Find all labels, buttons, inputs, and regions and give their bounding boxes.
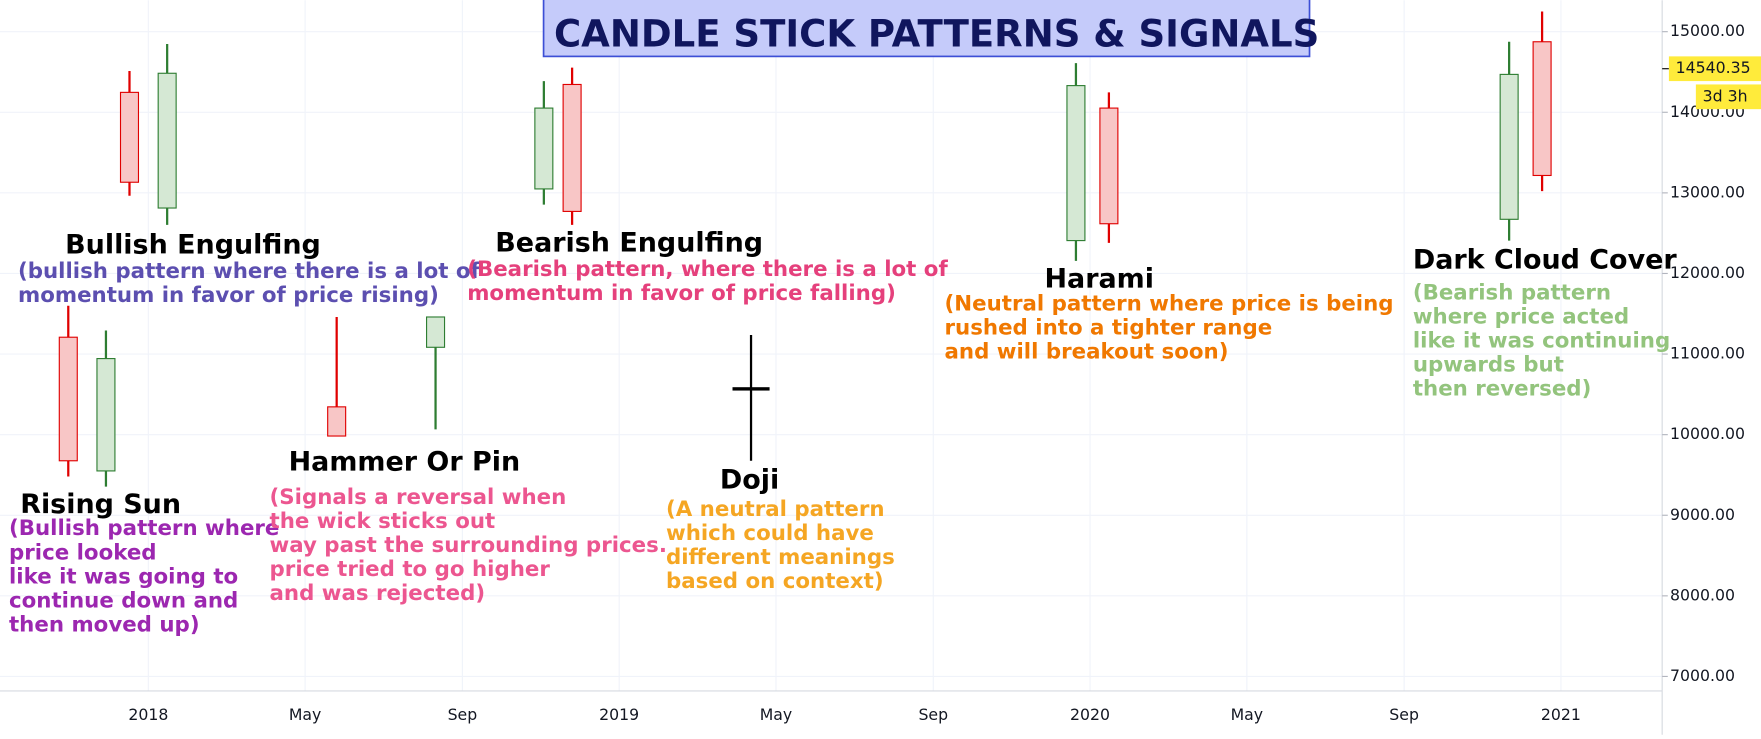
pattern-description: (Bearish pattern, where there is a lot o… (467, 257, 948, 282)
pattern-description: (Neutral pattern where price is being (945, 292, 1394, 317)
pattern-description: which could have (666, 521, 874, 546)
x-tick-label: 2019 (599, 705, 639, 724)
x-tick-label: Sep (448, 705, 478, 724)
pattern-description: (Bearish pattern (1413, 280, 1611, 305)
candle-body (96, 358, 116, 472)
y-tick-label: 12000.00 (1670, 263, 1745, 282)
x-tick-label: May (289, 705, 322, 724)
pattern-description: (A neutral pattern (666, 497, 885, 522)
pattern-title: Dark Cloud Cover (1413, 244, 1678, 275)
pattern-description: momentum in favor of price rising) (18, 283, 439, 308)
x-tick-label: May (760, 705, 793, 724)
candle-body (1499, 73, 1519, 220)
x-tick-label: 2018 (128, 705, 168, 724)
candle-body (1066, 85, 1086, 242)
countdown-label: 3d 3h (1703, 86, 1748, 105)
pattern-title: Harami (1044, 263, 1154, 294)
y-tick-label: 7000.00 (1670, 666, 1735, 685)
x-tick-label: Sep (918, 705, 948, 724)
y-tick-label: 10000.00 (1670, 424, 1745, 443)
pattern-description: way past the surrounding prices. (270, 533, 667, 558)
y-tick-label: 13000.00 (1670, 182, 1745, 201)
grid (0, 0, 1663, 691)
candle-body (1099, 107, 1119, 225)
candle-body (562, 83, 582, 212)
y-tick-label: 11000.00 (1670, 344, 1745, 363)
pattern-description: different meanings (666, 545, 895, 570)
pattern-description: and will breakout soon) (945, 340, 1229, 365)
pattern-description: price tried to go higher (270, 557, 551, 582)
x-tick-label: Sep (1389, 705, 1419, 724)
pattern-title: Doji (720, 464, 779, 495)
pattern-description: (bullish pattern where there is a lot of (18, 259, 481, 284)
x-tick-label: May (1231, 705, 1264, 724)
countdown-tag (1695, 84, 1761, 110)
title-box (542, 0, 1311, 58)
pattern-description: the wick sticks out (270, 509, 496, 534)
pattern-description: like it was going to (9, 564, 238, 589)
y-tick-label: 15000.00 (1670, 21, 1745, 40)
candle-body (732, 387, 770, 391)
candle-body (1532, 41, 1552, 177)
candle-body (327, 406, 347, 437)
pattern-description: (Bullish pattern where (9, 516, 279, 541)
pattern-title: Hammer Or Pin (289, 446, 521, 477)
pattern-description: momentum in favor of price falling) (467, 281, 896, 306)
pattern-description: then reversed) (1413, 377, 1592, 402)
annotations: Bullish Engulfing(bullish pattern where … (9, 227, 1677, 637)
pattern-description: where price acted (1413, 304, 1629, 329)
pattern-title: Bullish Engulfing (65, 230, 321, 261)
x-tick-label: 2021 (1541, 705, 1581, 724)
pattern-description: based on context) (666, 569, 884, 594)
pattern-description: (Signals a reversal when (270, 485, 567, 510)
candle-body (58, 336, 78, 462)
pattern-description: like it was continuing (1413, 328, 1670, 353)
last-price-tag (1668, 56, 1761, 82)
pattern-description: and was rejected) (270, 581, 486, 606)
pattern-description: then moved up) (9, 612, 200, 637)
y-tick-label: 9000.00 (1670, 505, 1735, 524)
pattern-description: rushed into a tighter range (945, 316, 1273, 341)
candle-body (157, 72, 177, 209)
pattern-title: Rising Sun (20, 489, 181, 520)
y-tick-label: 8000.00 (1670, 585, 1735, 604)
candle-body (426, 316, 446, 348)
axes: 2018 May Sep 2019 May Sep 2020 May Sep 2021 7000.0… (128, 21, 1761, 724)
x-tick-label: 2020 (1070, 705, 1110, 724)
pattern-description: upwards but (1413, 352, 1564, 377)
pattern-description: continue down and (9, 588, 238, 613)
candle-body (534, 107, 554, 190)
pattern-description: price looked (9, 540, 157, 565)
candle-body (119, 91, 140, 183)
pattern-title: Bearish Engulfing (495, 227, 763, 258)
candles (58, 11, 1552, 487)
chart-title: CANDLE STICK PATTERNS & SIGNALS (554, 13, 1319, 56)
last-price-label: 14540.35 (1676, 58, 1751, 77)
